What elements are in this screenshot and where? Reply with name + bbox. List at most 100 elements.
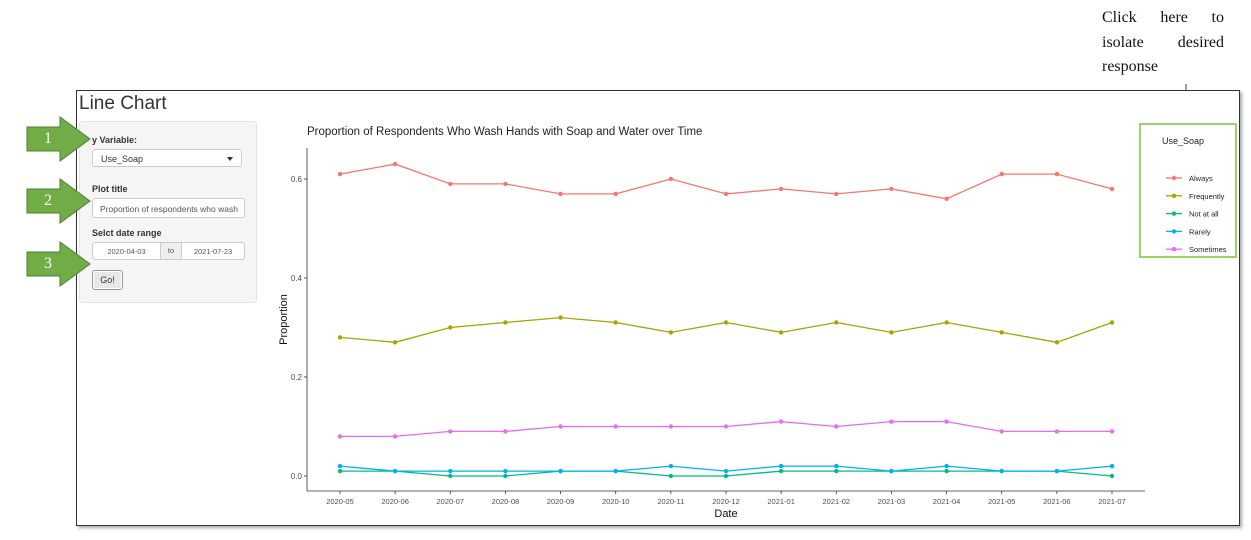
x-tick-label: 2021-05 (988, 497, 1016, 506)
data-point-not-at-all (1109, 473, 1115, 479)
x-tick-label: 2020-07 (437, 497, 465, 506)
data-point-rarely (999, 468, 1004, 474)
x-tick-label: 2020-05 (326, 497, 354, 506)
data-point-frequently (558, 315, 563, 320)
app-window: Line Chart y Variable: Use_Soap Plot tit… (76, 90, 1240, 526)
callout-number-1: 1 (44, 130, 52, 147)
data-point-frequently (1109, 320, 1115, 325)
data-point-frequently (503, 320, 508, 325)
data-point-rarely (448, 468, 453, 474)
data-point-sometimes (1054, 429, 1060, 434)
data-point-sometimes (723, 424, 729, 429)
app-title: Line Chart (79, 93, 167, 114)
x-tick-label: 2021-04 (933, 497, 961, 506)
date-start-input[interactable]: 2020-04-03 (92, 242, 161, 260)
data-point-frequently (778, 330, 784, 335)
data-point-not-at-all (778, 468, 784, 474)
data-point-rarely (889, 468, 894, 474)
data-point-sometimes (778, 419, 784, 424)
data-point-rarely (613, 468, 618, 474)
legend-key-point-not-at-all (1171, 211, 1177, 216)
legend-highlight-box (1139, 123, 1237, 258)
data-point-always (448, 181, 453, 187)
plot-title-input[interactable]: Proportion of respondents who wash (92, 198, 245, 218)
x-tick-label: 2020-08 (492, 497, 520, 506)
data-point-rarely (944, 463, 949, 469)
line-chart: Proportion of Respondents Who Wash Hands… (278, 123, 1237, 520)
data-point-rarely (834, 463, 839, 469)
data-point-sometimes (944, 419, 949, 424)
y-tick-label: 0.2 (291, 373, 303, 382)
callout-arrow-1: 1 (26, 116, 92, 162)
callout-arrow-2: 2 (26, 178, 92, 224)
x-tick-label: 2020-06 (381, 497, 409, 506)
x-tick-label: 2020-09 (547, 497, 575, 506)
data-point-rarely (778, 463, 784, 469)
data-point-sometimes (503, 429, 508, 434)
data-point-always (1054, 171, 1060, 177)
data-point-always (999, 171, 1004, 177)
data-point-not-at-all (503, 473, 508, 479)
plot-title-label: Plot title (92, 184, 128, 194)
data-point-always (392, 161, 398, 167)
data-point-frequently (392, 340, 398, 345)
data-point-always (337, 171, 343, 177)
legend-title: Use_Soap (1162, 136, 1204, 146)
x-tick-label: 2020-12 (712, 497, 740, 506)
data-point-frequently (613, 320, 618, 325)
data-point-frequently (337, 335, 343, 340)
data-point-always (503, 181, 508, 187)
legend-key-point-frequently (1171, 193, 1177, 198)
data-point-always (613, 191, 618, 197)
data-point-sometimes (1109, 429, 1115, 434)
y-variable-select[interactable]: Use_Soap (92, 149, 242, 167)
data-point-rarely (558, 468, 563, 474)
x-axis-title: Date (714, 508, 737, 520)
data-point-rarely (392, 468, 398, 474)
data-point-always (668, 176, 674, 182)
y-tick-label: 0.0 (291, 472, 303, 481)
data-point-sometimes (558, 424, 563, 429)
legend-label-always: Always (1189, 174, 1213, 183)
y-tick-label: 0.6 (291, 175, 303, 184)
x-tick-label: 2020-11 (657, 497, 684, 506)
chart-title: Proportion of Respondents Who Wash Hands… (307, 126, 702, 138)
controls-panel: y Variable: Use_Soap Plot title Proporti… (79, 121, 257, 303)
data-point-sometimes (668, 424, 674, 429)
data-point-rarely (337, 463, 343, 469)
data-point-frequently (889, 330, 894, 335)
callout-arrow-3: 3 (26, 241, 92, 287)
legend-label-rarely: Rarely (1189, 227, 1211, 236)
data-point-frequently (999, 330, 1004, 335)
y-axis-title: Proportion (278, 294, 290, 345)
x-tick-label: 2021-07 (1098, 497, 1126, 506)
legend-label-sometimes: Sometimes (1189, 245, 1227, 254)
callout-number-2: 2 (44, 192, 52, 209)
data-point-frequently (723, 320, 729, 325)
legend-label-frequently: Frequently (1189, 192, 1225, 201)
date-range-input: 2020-04-03 to 2021-07-23 (92, 242, 245, 260)
data-point-sometimes (889, 419, 894, 424)
data-point-always (723, 191, 729, 197)
data-point-sometimes (834, 424, 839, 429)
legend-key-point-sometimes (1171, 247, 1177, 252)
data-point-sometimes (337, 434, 343, 439)
legend-label-not-at-all: Not at all (1189, 210, 1219, 219)
data-point-frequently (668, 330, 674, 335)
x-tick-label: 2021-06 (1043, 497, 1071, 506)
legend-key-point-rarely (1171, 229, 1177, 234)
date-separator: to (161, 242, 181, 260)
data-point-sometimes (613, 424, 618, 429)
go-button[interactable]: Go! (92, 270, 123, 290)
caret-down-icon (227, 157, 233, 161)
data-point-rarely (1054, 468, 1060, 474)
x-tick-label: 2021-02 (823, 497, 851, 506)
data-point-frequently (834, 320, 839, 325)
callout-number-3: 3 (44, 255, 52, 272)
x-tick-label: 2021-01 (767, 497, 795, 506)
data-point-always (889, 186, 894, 192)
date-end-input[interactable]: 2021-07-23 (181, 242, 245, 260)
data-point-not-at-all (668, 473, 674, 479)
y-variable-value: Use_Soap (101, 154, 144, 164)
data-point-always (834, 191, 839, 197)
